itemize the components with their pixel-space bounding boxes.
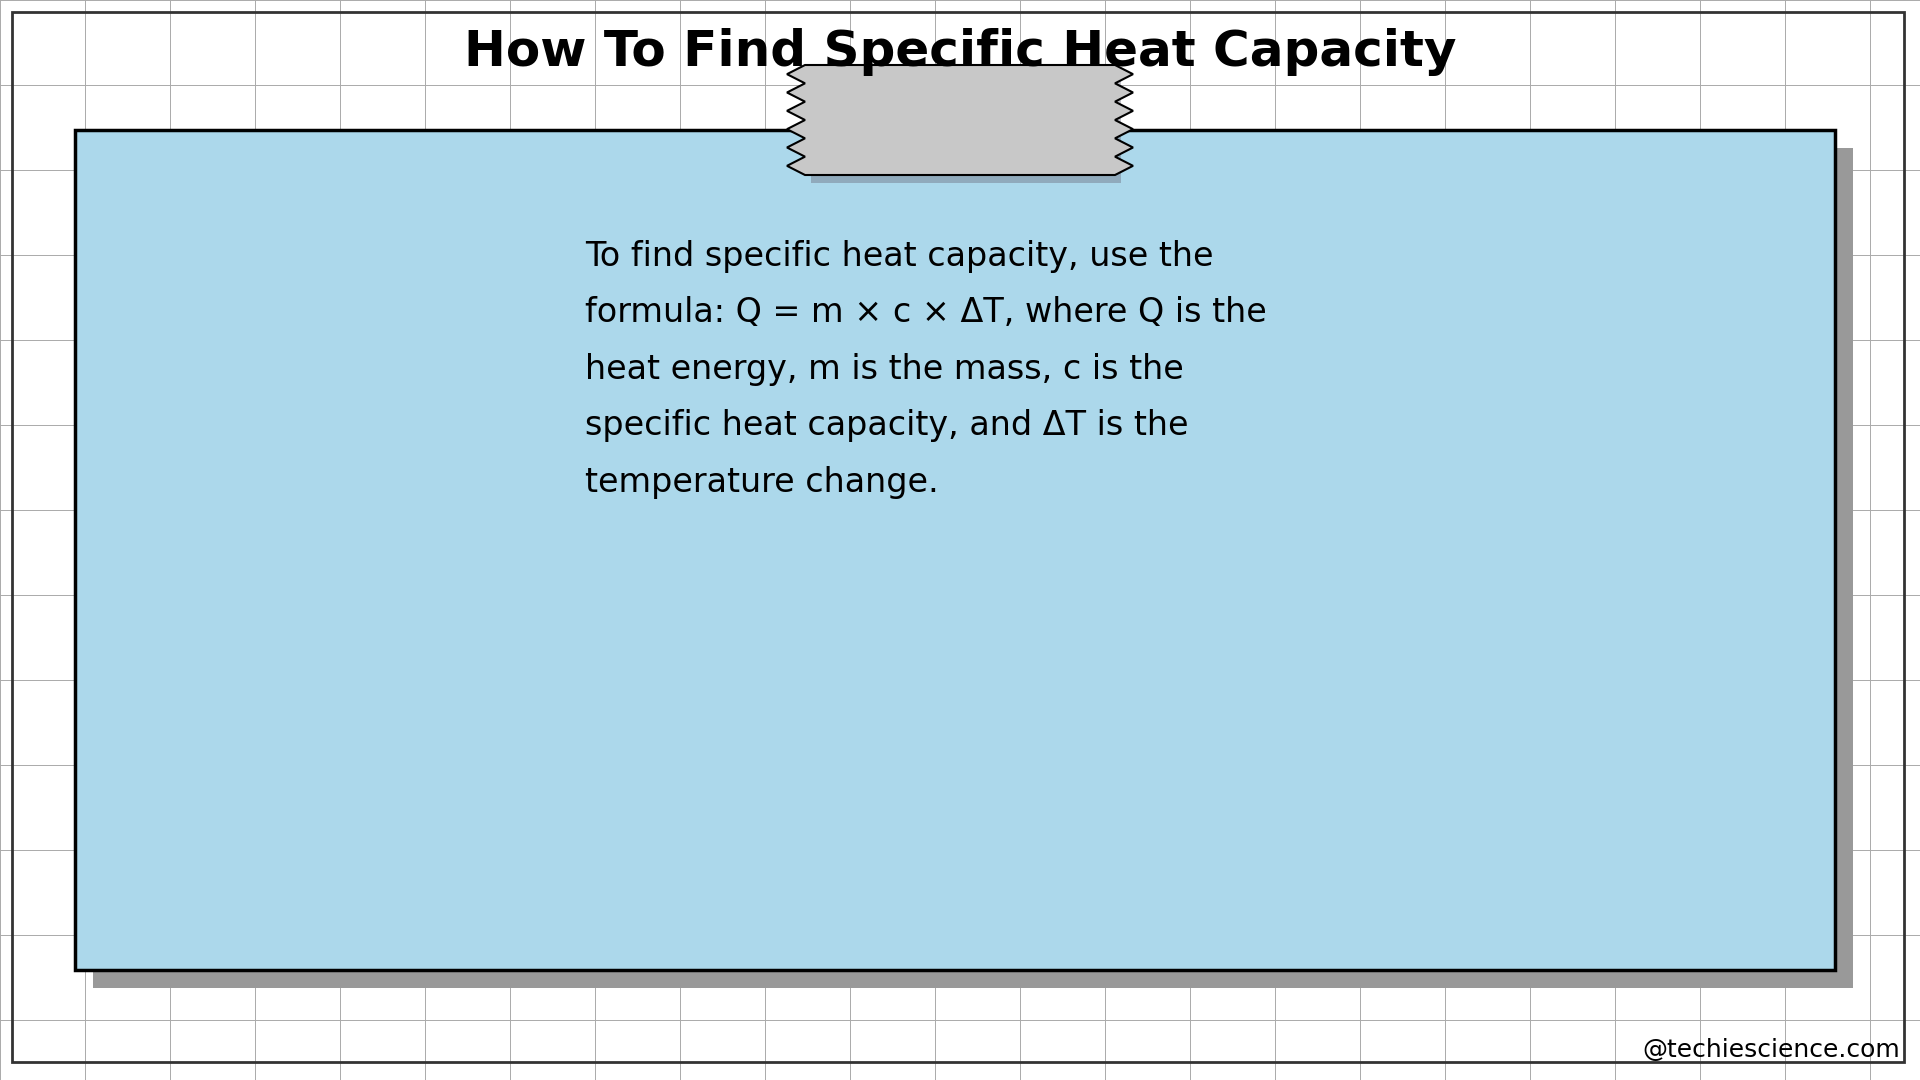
Bar (75, 130, 1836, 970)
Text: @techiescience.com: @techiescience.com (1642, 1038, 1901, 1062)
Bar (92, 148, 1853, 988)
Bar (810, 73, 1121, 183)
Text: To find specific heat capacity, use the
formula: Q = m × c × ΔT, where Q is the
: To find specific heat capacity, use the … (586, 240, 1267, 499)
Polygon shape (787, 65, 1133, 175)
Text: How To Find Specific Heat Capacity: How To Find Specific Heat Capacity (465, 28, 1455, 76)
